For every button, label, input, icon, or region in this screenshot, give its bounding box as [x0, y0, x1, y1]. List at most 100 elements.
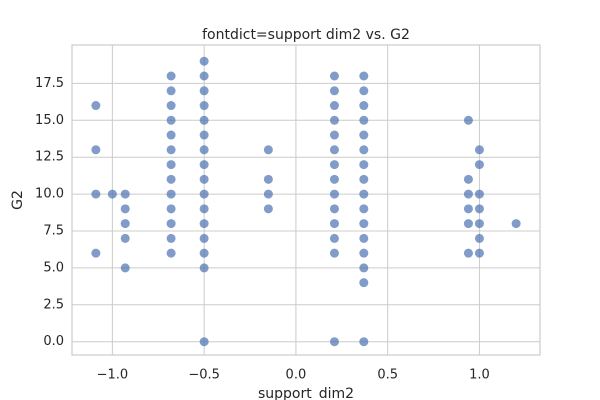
scatter-point	[199, 115, 209, 125]
scatter-point	[199, 86, 209, 96]
scatter-point	[166, 189, 176, 199]
scatter-point	[329, 130, 339, 140]
x-axis-label: support_dim2	[258, 386, 354, 400]
scatter-point	[329, 160, 339, 170]
y-axis-label: G2	[10, 190, 26, 210]
scatter-point	[91, 101, 101, 111]
y-tick-label: 10.0	[35, 187, 64, 202]
plot-frame	[71, 44, 541, 356]
scatter-point	[199, 248, 209, 258]
scatter-point	[199, 145, 209, 155]
y-tick-label: 12.5	[35, 150, 64, 165]
scatter-point	[199, 56, 209, 66]
scatter-point	[329, 189, 339, 199]
scatter-point	[120, 219, 130, 229]
scatter-point	[359, 145, 369, 155]
scatter-point	[166, 219, 176, 229]
scatter-point	[359, 101, 369, 111]
scatter-point	[120, 233, 130, 243]
scatter-point	[166, 115, 176, 125]
y-tick-label: 5.0	[43, 260, 64, 275]
scatter-point	[474, 145, 484, 155]
y-tick-label: 0.0	[43, 334, 64, 349]
scatter-point	[474, 233, 484, 243]
scatter-point	[359, 263, 369, 273]
scatter-point	[474, 248, 484, 258]
scatter-point	[329, 233, 339, 243]
scatter-point	[120, 204, 130, 214]
scatter-point	[359, 130, 369, 140]
scatter-point	[199, 219, 209, 229]
scatter-point	[91, 145, 101, 155]
scatter-point	[263, 145, 273, 155]
scatter-point	[166, 233, 176, 243]
scatter-point	[329, 337, 339, 347]
scatter-point	[199, 263, 209, 273]
scatter-point	[91, 248, 101, 258]
x-tick-label: 1.0	[469, 368, 490, 383]
scatter-point	[329, 174, 339, 184]
scatter-point	[199, 337, 209, 347]
scatter-point	[474, 204, 484, 214]
scatter-point	[359, 219, 369, 229]
scatter-point	[166, 204, 176, 214]
x-tick-label: 0.5	[377, 368, 398, 383]
scatter-point	[329, 219, 339, 229]
scatter-point	[91, 189, 101, 199]
scatter-point	[359, 160, 369, 170]
y-tick-label: 2.5	[43, 297, 64, 312]
scatter-point	[263, 204, 273, 214]
scatter-point	[329, 145, 339, 155]
scatter-point	[359, 204, 369, 214]
y-tick-label: 7.5	[43, 224, 64, 239]
scatter-point	[463, 189, 473, 199]
scatter-point	[359, 189, 369, 199]
scatter-point	[199, 101, 209, 111]
scatter-point	[329, 101, 339, 111]
scatter-point	[511, 219, 521, 229]
scatter-point	[359, 86, 369, 96]
x-tick-label: −1.0	[97, 368, 129, 383]
scatter-point	[329, 115, 339, 125]
scatter-point	[166, 71, 176, 81]
scatter-point	[166, 160, 176, 170]
scatter-point	[359, 115, 369, 125]
y-tick-label: 17.5	[35, 76, 64, 91]
scatter-point	[120, 263, 130, 273]
scatter-point	[474, 160, 484, 170]
scatter-point	[199, 130, 209, 140]
x-tick-label: −0.5	[188, 368, 220, 383]
scatter-point	[463, 219, 473, 229]
scatter-point	[199, 204, 209, 214]
scatter-point	[166, 174, 176, 184]
scatter-point	[463, 174, 473, 184]
scatter-point	[166, 130, 176, 140]
scatter-point	[463, 204, 473, 214]
scatter-point	[120, 189, 130, 199]
scatter-point	[199, 189, 209, 199]
scatter-point	[359, 174, 369, 184]
y-tick-label: 15.0	[35, 113, 64, 128]
scatter-point	[329, 248, 339, 258]
scatter-point	[359, 71, 369, 81]
scatter-point	[359, 337, 369, 347]
scatter-point	[263, 189, 273, 199]
scatter-point	[474, 219, 484, 229]
scatter-point	[107, 189, 117, 199]
scatter-point	[359, 233, 369, 243]
scatter-point	[474, 189, 484, 199]
scatter-point	[199, 71, 209, 81]
scatter-point	[199, 160, 209, 170]
scatter-point	[263, 174, 273, 184]
scatter-point	[166, 145, 176, 155]
scatter-point	[359, 278, 369, 288]
scatter-point	[166, 248, 176, 258]
x-tick-label: 0.0	[286, 368, 307, 383]
scatter-point	[166, 86, 176, 96]
scatter-point	[463, 248, 473, 258]
scatter-point	[329, 204, 339, 214]
scatter-point	[199, 233, 209, 243]
